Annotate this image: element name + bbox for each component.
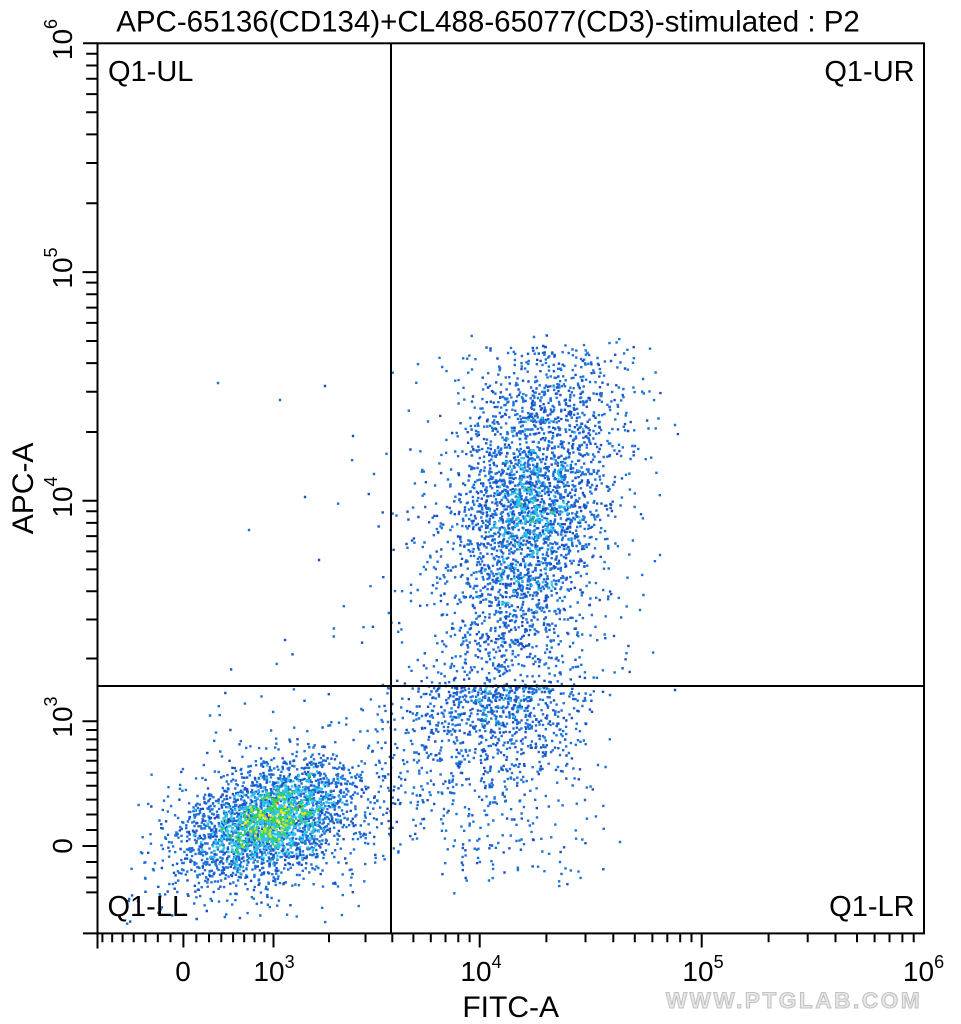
- svg-text:FITC-A: FITC-A: [462, 991, 559, 1024]
- svg-text:Q1-LR: Q1-LR: [829, 891, 914, 923]
- svg-text:Q1-LL: Q1-LL: [108, 891, 189, 923]
- svg-text:WWW.PTGLAB.COM: WWW.PTGLAB.COM: [666, 988, 922, 1013]
- svg-text:0: 0: [47, 838, 78, 854]
- svg-text:APC-65136(CD134)+CL488-65077(C: APC-65136(CD134)+CL488-65077(CD3)-stimul…: [116, 6, 860, 39]
- svg-text:APC-A: APC-A: [7, 443, 40, 535]
- svg-text:0: 0: [175, 956, 191, 987]
- svg-text:Q1-UR: Q1-UR: [824, 56, 914, 88]
- svg-text:Q1-UL: Q1-UL: [108, 56, 193, 88]
